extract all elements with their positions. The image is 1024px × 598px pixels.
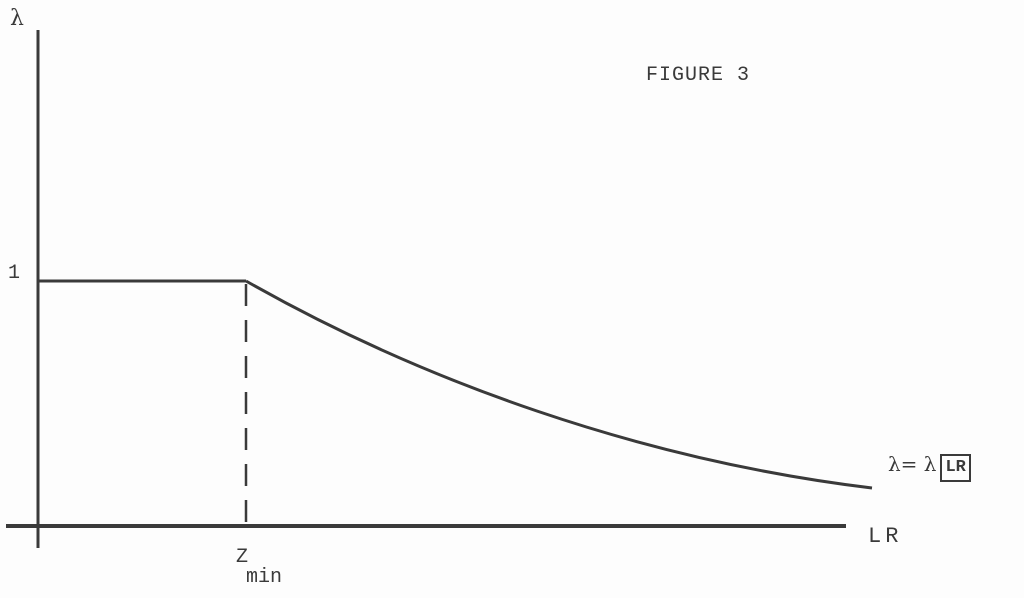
curve-label: λ= λ LR (888, 452, 971, 482)
curve-label-prefix: λ= λ (888, 452, 937, 476)
decreasing-curve (245, 279, 873, 490)
y-axis-label: λ (10, 6, 24, 31)
curve-label-argument: LR (940, 454, 971, 482)
y-tick-label: 1 (8, 262, 21, 285)
figure-title: FIGURE 3 (646, 64, 751, 87)
zmin-subscript: min (246, 566, 283, 589)
zmin-label: Zmin (236, 546, 284, 588)
x-axis-label: LR (868, 524, 903, 549)
zmin-main-text: Z (236, 546, 249, 569)
